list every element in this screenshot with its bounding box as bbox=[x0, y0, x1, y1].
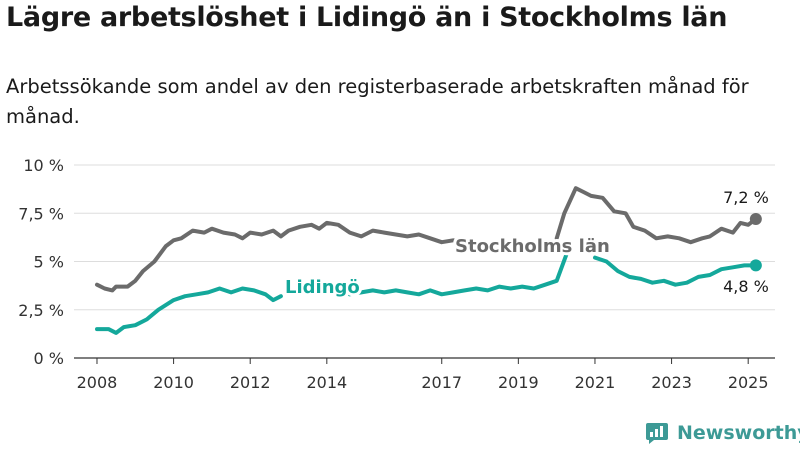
brand-name: Newsworthy bbox=[677, 422, 800, 444]
x-tick-label: 2012 bbox=[230, 373, 271, 392]
series-line-lidingo bbox=[593, 255, 758, 287]
chart-title: Lägre arbetslöshet i Lidingö än i Stockh… bbox=[6, 2, 728, 33]
series-line-lidingo bbox=[95, 286, 283, 335]
x-tick-label: 2017 bbox=[421, 373, 462, 392]
series-layer bbox=[95, 186, 762, 335]
y-tick-label: 2,5 % bbox=[18, 301, 64, 320]
series-line-stockholm bbox=[554, 186, 758, 245]
series-label-stockholm-halo: Stockholms län bbox=[455, 236, 610, 257]
y-tick-label: 10 % bbox=[23, 156, 64, 175]
x-tick-label: 2023 bbox=[651, 373, 692, 392]
end-label-stockholm: 7,2 % bbox=[723, 188, 769, 207]
x-tick-label: 2025 bbox=[728, 373, 769, 392]
end-point-stockholm bbox=[749, 213, 762, 226]
x-tick-label: 2021 bbox=[575, 373, 616, 392]
x-tick-label: 2014 bbox=[306, 373, 347, 392]
chart-subtitle: Arbetssökande som andel av den registerb… bbox=[6, 75, 749, 128]
y-tick-label: 0 % bbox=[34, 349, 64, 368]
x-tick-label: 2008 bbox=[77, 373, 118, 392]
series-label-lidingo-halo: Lidingö bbox=[285, 277, 360, 298]
end-label-lidingo: 4,8 % bbox=[723, 277, 769, 296]
grid-layer bbox=[74, 164, 775, 311]
end-point-lidingo bbox=[749, 259, 762, 272]
series-line-lidingo bbox=[347, 247, 571, 297]
x-tick-label: 2019 bbox=[498, 373, 539, 392]
x-tick-label: 2010 bbox=[153, 373, 194, 392]
y-tick-label: 7,5 % bbox=[18, 204, 64, 223]
axis-layer: 0 % 2,5 % 5 % 7,5 % 10 % 2008 2010 2012 2014 2017… bbox=[18, 156, 775, 392]
newsworthy-brand[interactable]: Newsworthy bbox=[645, 419, 800, 447]
y-tick-label: 5 % bbox=[34, 253, 64, 272]
newsworthy-logo-icon bbox=[646, 423, 668, 444]
series-label-stockholm: Stockholms län bbox=[455, 236, 610, 257]
series-label-lidingo: Lidingö bbox=[285, 277, 360, 298]
series-line-stockholm bbox=[95, 220, 475, 293]
